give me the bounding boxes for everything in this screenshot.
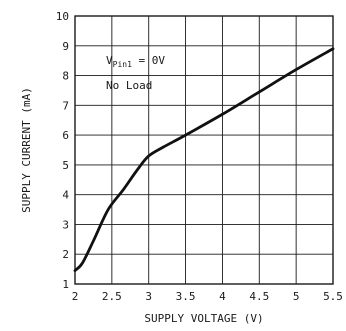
x-tick-label: 5.5 [323,290,343,303]
plot-frame [74,15,334,285]
y-tick-label: 6 [62,129,69,142]
y-tick-label: 3 [62,218,69,231]
x-axis-ticks: 2 2.5 3 3.5 4 4.5 5 5.5 [72,290,343,303]
x-tick-label: 2.5 [102,290,122,303]
x-tick-label: 5 [293,290,300,303]
annotation-vpin1-v: V [106,54,113,67]
x-tick-label: 3 [145,290,152,303]
y-tick-label: 5 [62,159,69,172]
y-tick-label: 1 [62,278,69,291]
y-tick-label: 2 [62,248,69,261]
y-tick-label: 10 [56,10,69,23]
annotation-vpin1-value: = 0V [132,54,165,67]
x-tick-label: 3.5 [176,290,196,303]
annotation-vpin1-sub: Pin1 [113,60,132,69]
y-tick-label: 9 [62,40,69,53]
x-tick-label: 2 [72,290,79,303]
y-axis-title: SUPPLY CURRENT (mA) [20,87,33,213]
supply-current-curve [73,47,335,272]
grid [74,15,334,285]
annotation-vpin1: VPin1 = 0V [106,54,165,69]
x-tick-label: 4 [219,290,226,303]
y-tick-label: 8 [62,70,69,83]
x-axis-title: SUPPLY VOLTAGE (V) [144,312,263,325]
annotation-no-load: No Load [106,79,152,92]
x-tick-label: 4.5 [249,290,269,303]
y-axis-ticks: 1 2 3 4 5 6 7 8 9 10 [56,10,70,291]
y-tick-label: 7 [62,99,69,112]
y-tick-label: 4 [62,189,69,202]
